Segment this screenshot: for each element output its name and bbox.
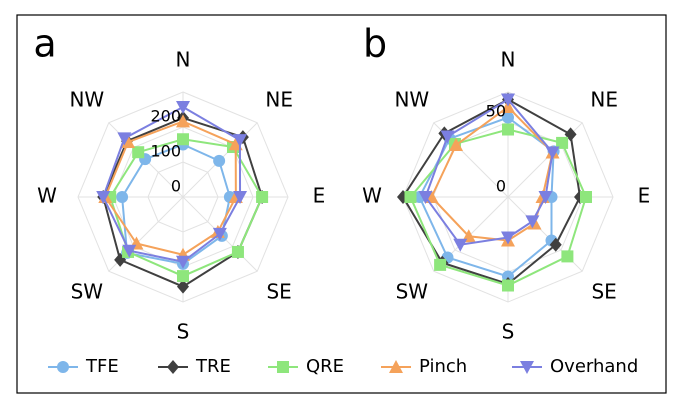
direction-label: W xyxy=(362,184,382,208)
direction-label: SE xyxy=(266,280,291,304)
direction-label: E xyxy=(313,184,326,208)
direction-label: SE xyxy=(591,280,616,304)
point xyxy=(233,191,248,204)
point xyxy=(404,191,417,203)
panel-label: b xyxy=(363,22,387,66)
point xyxy=(501,231,515,245)
point xyxy=(556,136,569,149)
direction-label: N xyxy=(501,48,516,72)
direction-label: S xyxy=(177,320,190,344)
point xyxy=(549,237,562,252)
direction-label: SW xyxy=(396,280,429,304)
r-tick-label: 100 xyxy=(150,142,181,161)
point xyxy=(440,130,455,144)
legend-marker xyxy=(57,361,69,373)
point xyxy=(177,133,189,146)
point xyxy=(502,279,514,292)
point xyxy=(538,191,553,204)
point xyxy=(116,191,129,203)
point xyxy=(501,93,515,107)
point xyxy=(502,123,514,136)
point xyxy=(561,250,574,263)
point xyxy=(132,146,145,159)
legend-label: TRE xyxy=(195,356,231,377)
point xyxy=(545,146,560,160)
point xyxy=(232,134,247,148)
r-tick-label: 200 xyxy=(150,107,181,126)
point xyxy=(453,238,468,252)
point xyxy=(434,258,447,271)
point xyxy=(176,101,190,115)
point xyxy=(176,114,190,128)
direction-label: E xyxy=(638,184,651,208)
panel-label: a xyxy=(33,22,56,66)
legend-label: QRE xyxy=(306,356,344,377)
point xyxy=(580,191,592,203)
point xyxy=(177,279,189,294)
point xyxy=(117,132,132,146)
point xyxy=(502,111,514,124)
direction-label: W xyxy=(37,184,57,208)
legend-marker xyxy=(520,361,534,374)
legend-label: Overhand xyxy=(550,356,638,377)
direction-label: NW xyxy=(394,87,429,111)
point xyxy=(212,227,227,241)
legend-marker xyxy=(389,360,403,373)
point xyxy=(256,191,269,203)
direction-label: NE xyxy=(265,87,293,111)
direction-label: NW xyxy=(69,87,104,111)
r-tick-label: 0 xyxy=(171,177,181,196)
legend-marker xyxy=(277,361,289,373)
r-tick-label: 50 xyxy=(486,102,506,121)
legend-marker xyxy=(167,360,179,374)
legend-label: Pinch xyxy=(419,356,467,377)
point xyxy=(525,215,540,229)
point xyxy=(176,255,190,269)
r-tick-label: 0 xyxy=(496,177,506,196)
direction-label: NE xyxy=(590,87,618,111)
direction-label: S xyxy=(502,320,515,344)
point xyxy=(449,138,464,152)
point xyxy=(122,244,137,258)
point xyxy=(231,245,244,258)
direction-label: SW xyxy=(71,280,104,304)
point xyxy=(213,154,226,167)
point xyxy=(418,191,433,204)
point xyxy=(177,270,189,283)
point xyxy=(96,191,111,204)
legend-label: TFE xyxy=(85,356,119,377)
direction-label: N xyxy=(176,48,191,72)
frame xyxy=(16,14,667,394)
